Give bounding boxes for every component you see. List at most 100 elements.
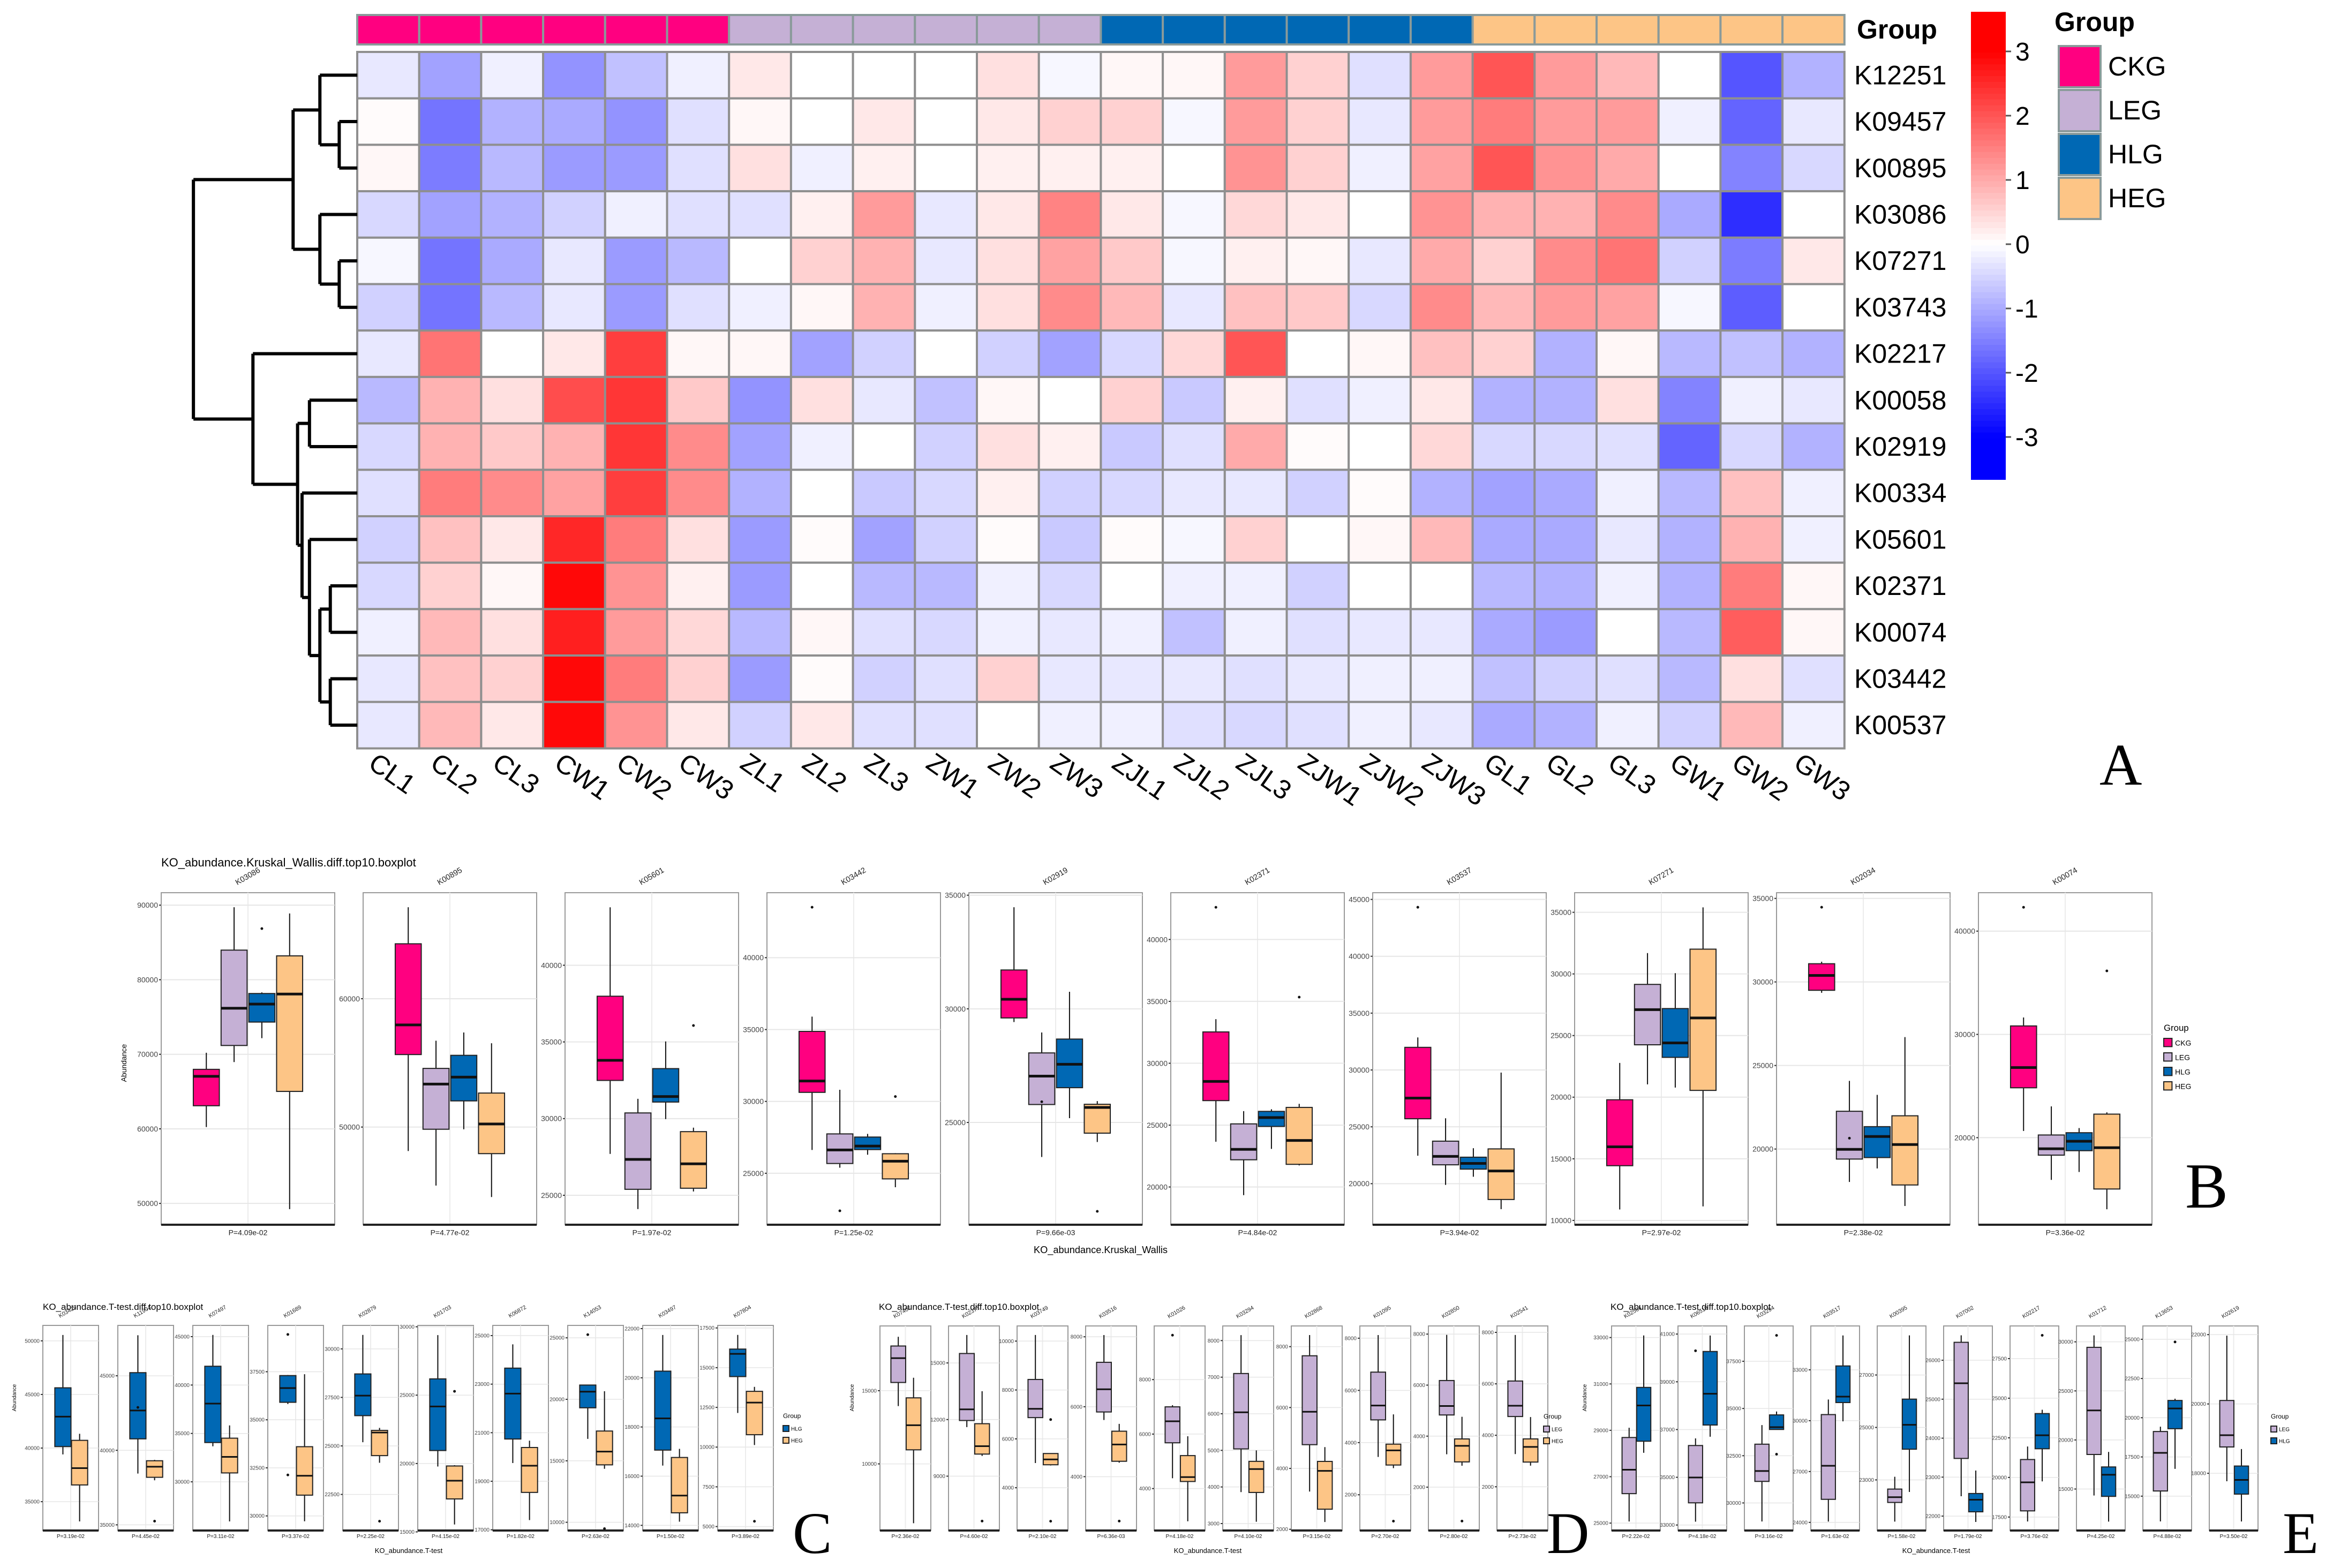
y-tick-label: 8000 bbox=[1482, 1330, 1494, 1336]
heatmap-cell bbox=[1533, 190, 1598, 239]
color-scale-segment bbox=[1971, 292, 2006, 299]
heatmap-cell bbox=[604, 51, 668, 100]
box-hlg bbox=[2034, 1413, 2050, 1450]
y-tick-label: 20000 bbox=[1752, 1145, 1773, 1154]
boxplot-facet: 2600025000240002300022000K07002P=1.79e-0… bbox=[1925, 1305, 1993, 1540]
y-tick-label: 17500 bbox=[699, 1325, 714, 1331]
heatmap-cell bbox=[604, 515, 668, 564]
heatmap-cell bbox=[1223, 561, 1288, 610]
box-leg bbox=[2037, 1134, 2065, 1156]
heatmap-cell bbox=[976, 700, 1040, 750]
y-tick-label: 50000 bbox=[25, 1338, 40, 1344]
color-scale-segment bbox=[1971, 426, 2006, 433]
color-scale-segment bbox=[1971, 70, 2006, 77]
color-scale-label: 0 bbox=[2015, 231, 2030, 259]
heatmap-cell bbox=[1162, 144, 1226, 193]
heatmap-cell bbox=[1162, 236, 1226, 285]
heatmap-cell bbox=[1348, 654, 1412, 703]
color-scale-segment bbox=[1971, 456, 2006, 463]
outlier-point bbox=[453, 1390, 456, 1393]
heatmap-cell bbox=[914, 97, 979, 146]
box-leg bbox=[1507, 1380, 1523, 1418]
legend-label: HLG bbox=[2175, 1067, 2191, 1076]
heatmap-cell bbox=[1657, 375, 1722, 425]
color-scale-segment bbox=[1971, 251, 2006, 258]
heatmap-cell bbox=[789, 283, 854, 332]
heatmap-cell bbox=[356, 700, 420, 750]
heatmap-cell bbox=[1471, 422, 1536, 471]
y-tick-label: 4000 bbox=[1482, 1433, 1494, 1439]
color-scale-segment bbox=[1971, 228, 2006, 235]
heatmap-cell bbox=[852, 700, 916, 750]
outlier-point bbox=[603, 1527, 606, 1531]
heatmap-cell bbox=[976, 283, 1040, 332]
color-scale-segment bbox=[1971, 169, 2006, 176]
color-scale-segment bbox=[1971, 462, 2006, 469]
heatmap-cell bbox=[1781, 561, 1846, 610]
heatmap-cell bbox=[1037, 515, 1102, 564]
boxplot-facet: 9000080000700006000050000K03086P=4.09e-0… bbox=[137, 866, 335, 1237]
box-hlg bbox=[279, 1375, 297, 1403]
y-tick-label: 25000 bbox=[541, 1191, 562, 1200]
heatmap-cell bbox=[728, 515, 792, 564]
y-tick-label: 25000 bbox=[1551, 1031, 1571, 1040]
heatmap-cell bbox=[1037, 236, 1102, 285]
heatmap-cell bbox=[1471, 144, 1536, 193]
heatmap-cell bbox=[1719, 144, 1784, 193]
plot-title: KO_abundance.T-test.diff.top10.boxplot bbox=[1610, 1302, 1771, 1312]
heatmap-cell bbox=[1781, 144, 1846, 193]
y-tick-label: 30000 bbox=[1551, 970, 1571, 978]
heatmap-cell bbox=[1285, 190, 1350, 239]
color-scale-segment bbox=[1971, 52, 2006, 59]
heatmap-cell bbox=[728, 190, 792, 239]
p-value-label: P=3.50e-02 bbox=[2220, 1534, 2248, 1540]
heatmap-cell bbox=[1657, 654, 1722, 703]
box-hlg bbox=[248, 993, 276, 1023]
heatmap-cell bbox=[356, 283, 420, 332]
y-tick-label: 30000 bbox=[1147, 1059, 1168, 1067]
outlier-point bbox=[1775, 1334, 1778, 1337]
color-scale-segment bbox=[1971, 41, 2006, 48]
color-scale-segment bbox=[1971, 275, 2006, 281]
y-tick-label: 35000 bbox=[1752, 894, 1773, 903]
heatmap-cell bbox=[728, 51, 792, 100]
y-tick-label: 22000 bbox=[2191, 1332, 2206, 1338]
heatmap-cell bbox=[1409, 515, 1474, 564]
heatmap-cell bbox=[1657, 422, 1722, 471]
heatmap-cell bbox=[356, 515, 420, 564]
heatmap-cell bbox=[1596, 700, 1660, 750]
y-tick-label: 15000 bbox=[930, 1361, 945, 1367]
legend-swatch-heg bbox=[2058, 177, 2102, 220]
box-leg bbox=[1028, 1052, 1056, 1105]
heatmap-cell bbox=[356, 608, 420, 657]
box-heg bbox=[446, 1465, 463, 1500]
heatmap-cell bbox=[1596, 515, 1660, 564]
box-heg bbox=[1111, 1430, 1127, 1462]
y-tick-label: 30000 bbox=[945, 1005, 966, 1013]
heatmap-cell bbox=[1471, 375, 1536, 425]
outlier-point bbox=[1694, 1349, 1697, 1352]
legend-label: HLG bbox=[2279, 1439, 2290, 1445]
p-value-label: P=4.88e-02 bbox=[2154, 1534, 2181, 1540]
heatmap-cell bbox=[1285, 469, 1350, 517]
heatmap-cell bbox=[1348, 329, 1412, 378]
outlier-point bbox=[260, 927, 264, 930]
box-hlg bbox=[1863, 1126, 1891, 1158]
y-tick-label: 23000 bbox=[475, 1382, 490, 1388]
heatmap-cell bbox=[789, 654, 854, 703]
heatmap-cell bbox=[1100, 190, 1164, 239]
color-scale-segment bbox=[1971, 210, 2006, 217]
heatmap-cell bbox=[666, 375, 731, 425]
y-tick-label: 40000 bbox=[1349, 952, 1369, 961]
heatmap-cell bbox=[1223, 329, 1288, 378]
heatmap-cell bbox=[604, 190, 668, 239]
y-tick-label: 26000 bbox=[1925, 1358, 1940, 1364]
box-leg bbox=[1164, 1406, 1180, 1444]
